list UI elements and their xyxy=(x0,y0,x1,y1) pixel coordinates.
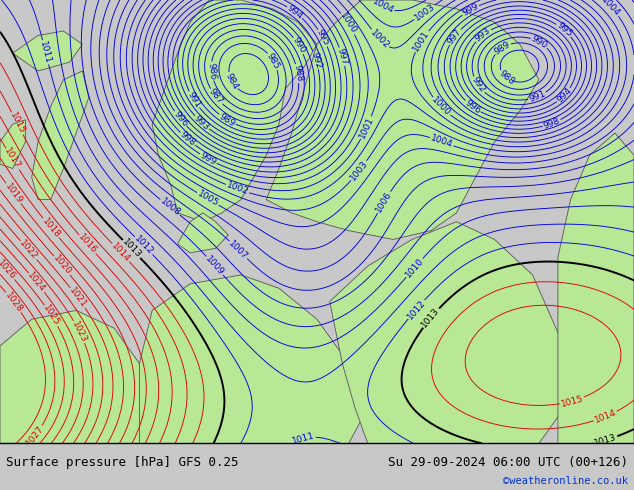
Text: 1004: 1004 xyxy=(429,134,454,150)
Text: 1015: 1015 xyxy=(8,111,27,136)
Text: 1005: 1005 xyxy=(195,189,220,209)
Text: 1026: 1026 xyxy=(0,259,17,282)
Text: 1013: 1013 xyxy=(120,238,143,260)
Text: 1028: 1028 xyxy=(3,291,24,314)
Text: 1001: 1001 xyxy=(411,29,431,53)
Text: 1010: 1010 xyxy=(403,256,425,279)
Text: 994: 994 xyxy=(555,86,573,104)
Text: 993: 993 xyxy=(474,26,493,44)
Text: 1014: 1014 xyxy=(110,241,132,264)
Text: 989: 989 xyxy=(493,39,512,56)
Text: 1004: 1004 xyxy=(371,0,395,16)
Text: 992: 992 xyxy=(309,50,323,70)
Text: 999: 999 xyxy=(198,151,218,167)
Text: 1008: 1008 xyxy=(158,196,182,218)
Text: 1025: 1025 xyxy=(41,304,61,328)
Text: 1016: 1016 xyxy=(76,233,98,256)
Text: 1015: 1015 xyxy=(560,393,585,409)
Text: 997: 997 xyxy=(335,47,349,66)
Text: 1013: 1013 xyxy=(593,433,618,448)
Text: 1011: 1011 xyxy=(39,40,53,65)
Text: Surface pressure [hPa] GFS 0.25: Surface pressure [hPa] GFS 0.25 xyxy=(6,457,239,469)
Text: 998: 998 xyxy=(542,116,561,131)
Text: 994: 994 xyxy=(285,3,304,21)
Text: 991: 991 xyxy=(527,89,547,104)
Text: 1027: 1027 xyxy=(24,424,46,447)
Text: 998: 998 xyxy=(178,130,197,148)
Text: 996: 996 xyxy=(171,109,190,128)
Text: Su 29-09-2024 06:00 UTC (00+126): Su 29-09-2024 06:00 UTC (00+126) xyxy=(387,457,628,469)
Text: 1019: 1019 xyxy=(3,181,23,205)
Text: 984: 984 xyxy=(224,72,240,91)
Text: 1014: 1014 xyxy=(593,408,618,425)
Text: 1018: 1018 xyxy=(40,216,61,240)
Text: 1012: 1012 xyxy=(405,298,427,321)
Text: 1009: 1009 xyxy=(204,254,226,277)
Text: 1001: 1001 xyxy=(358,116,375,140)
Text: 990: 990 xyxy=(530,34,549,50)
Text: 1003: 1003 xyxy=(413,2,437,23)
Text: 1022: 1022 xyxy=(18,239,39,262)
Text: 995: 995 xyxy=(315,28,331,48)
Text: 1011: 1011 xyxy=(291,431,316,446)
Text: 1004: 1004 xyxy=(600,0,621,18)
Text: 997: 997 xyxy=(446,27,463,46)
Text: 987: 987 xyxy=(207,87,224,106)
Text: 995: 995 xyxy=(555,21,574,39)
Text: 1023: 1023 xyxy=(70,319,89,344)
Text: 1020: 1020 xyxy=(51,254,73,277)
Text: 991: 991 xyxy=(186,90,202,109)
Text: 992: 992 xyxy=(470,75,487,95)
Text: 1002: 1002 xyxy=(368,27,391,50)
Text: 993: 993 xyxy=(192,114,211,132)
Text: 996: 996 xyxy=(463,98,482,116)
Text: 988: 988 xyxy=(292,64,304,83)
Text: 985: 985 xyxy=(265,51,281,71)
Text: 1024: 1024 xyxy=(26,271,47,294)
Text: 1006: 1006 xyxy=(374,190,394,215)
Text: 990: 990 xyxy=(290,36,307,55)
Text: 1000: 1000 xyxy=(338,12,358,36)
Text: 1007: 1007 xyxy=(227,239,250,261)
Text: 1003: 1003 xyxy=(349,159,370,183)
Text: 1013: 1013 xyxy=(420,306,442,330)
Text: 999: 999 xyxy=(461,2,481,18)
Text: 988: 988 xyxy=(497,69,516,87)
Text: 1017: 1017 xyxy=(3,147,22,171)
Text: 986: 986 xyxy=(206,62,217,80)
Text: 989: 989 xyxy=(217,112,237,128)
Text: 1012: 1012 xyxy=(133,234,155,257)
Text: ©weatheronline.co.uk: ©weatheronline.co.uk xyxy=(503,476,628,486)
Text: 1021: 1021 xyxy=(67,286,88,310)
Text: 1000: 1000 xyxy=(430,96,453,118)
Text: 1002: 1002 xyxy=(225,181,250,197)
